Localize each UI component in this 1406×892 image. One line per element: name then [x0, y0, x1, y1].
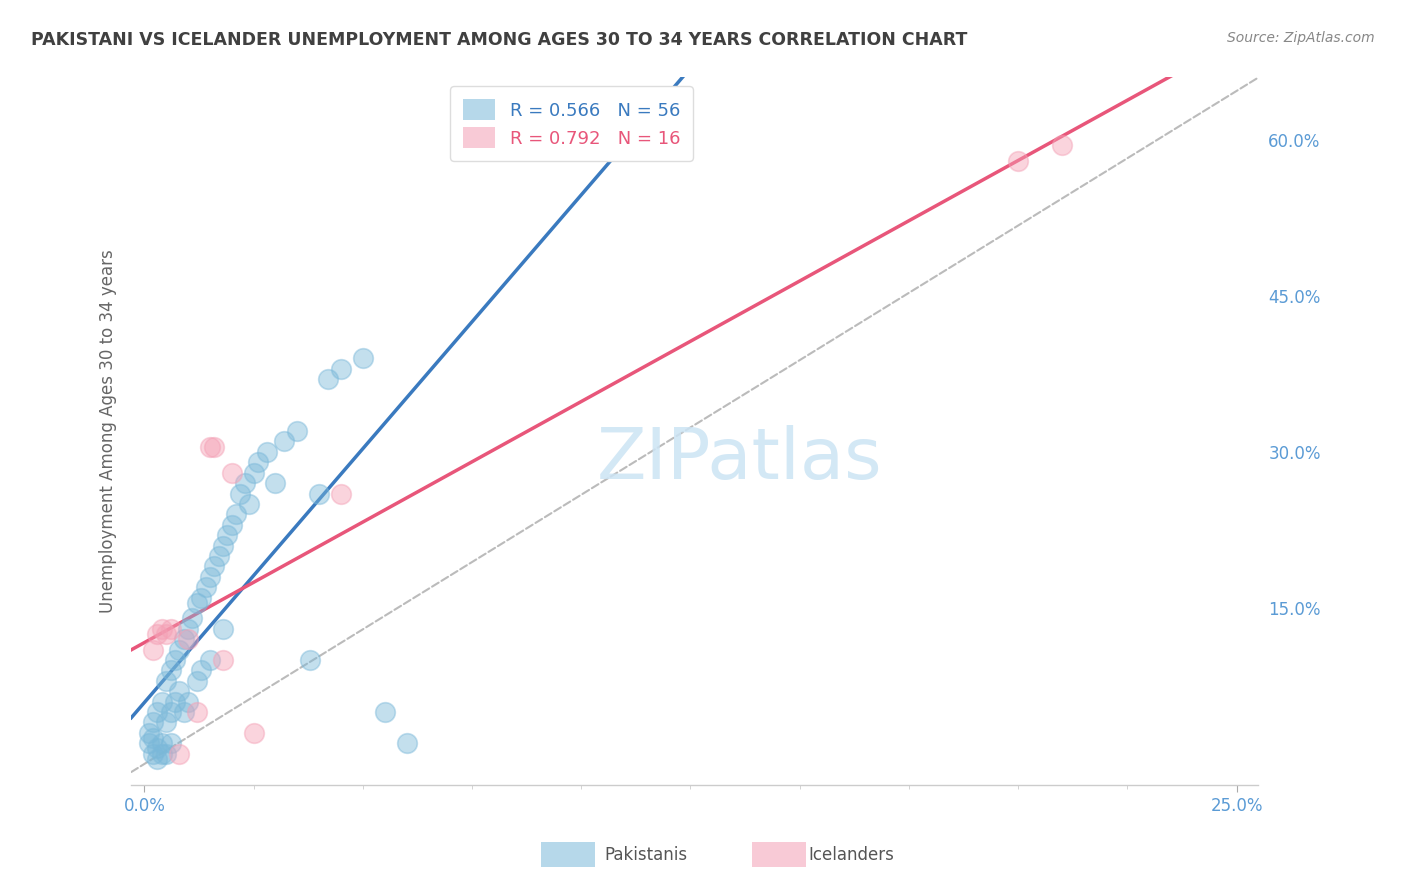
- Point: [330, 361, 353, 376]
- Point: [395, 736, 418, 750]
- Point: [146, 752, 169, 766]
- Point: [202, 440, 225, 454]
- Point: [142, 747, 165, 761]
- Point: [202, 559, 225, 574]
- Point: [173, 705, 195, 719]
- Point: [285, 424, 308, 438]
- Point: [299, 653, 322, 667]
- Point: [256, 445, 278, 459]
- Point: [238, 497, 260, 511]
- Point: [246, 455, 269, 469]
- Point: [163, 653, 186, 667]
- Point: [330, 486, 353, 500]
- Point: [352, 351, 374, 366]
- Point: [198, 440, 221, 454]
- Point: [308, 486, 330, 500]
- Point: [169, 684, 191, 698]
- Point: [221, 517, 243, 532]
- Point: [186, 596, 208, 610]
- Point: [374, 705, 396, 719]
- Point: [273, 434, 295, 449]
- Point: [264, 476, 287, 491]
- Point: [316, 372, 339, 386]
- Point: [177, 622, 200, 636]
- Point: [1007, 153, 1029, 168]
- Point: [198, 570, 221, 584]
- Point: [159, 705, 181, 719]
- Point: [190, 663, 212, 677]
- Point: [194, 580, 217, 594]
- Point: [217, 528, 239, 542]
- Point: [225, 508, 247, 522]
- Point: [181, 611, 204, 625]
- Point: [169, 747, 191, 761]
- Point: [221, 466, 243, 480]
- Point: [186, 673, 208, 688]
- Point: [146, 741, 169, 756]
- Text: Icelanders: Icelanders: [808, 846, 894, 863]
- Point: [212, 622, 235, 636]
- Point: [155, 627, 177, 641]
- Point: [146, 627, 169, 641]
- Text: PAKISTANI VS ICELANDER UNEMPLOYMENT AMONG AGES 30 TO 34 YEARS CORRELATION CHART: PAKISTANI VS ICELANDER UNEMPLOYMENT AMON…: [31, 31, 967, 49]
- Text: ZIPatlas: ZIPatlas: [598, 425, 883, 494]
- Point: [169, 642, 191, 657]
- Point: [150, 736, 173, 750]
- Point: [186, 705, 208, 719]
- Point: [155, 673, 177, 688]
- Point: [233, 476, 256, 491]
- Point: [242, 466, 264, 480]
- Point: [159, 663, 181, 677]
- Point: [212, 539, 235, 553]
- Point: [159, 736, 181, 750]
- Point: [163, 694, 186, 708]
- Point: [138, 725, 160, 739]
- Legend: R = 0.566   N = 56, R = 0.792   N = 16: R = 0.566 N = 56, R = 0.792 N = 16: [450, 87, 693, 161]
- Point: [229, 486, 252, 500]
- Point: [150, 747, 173, 761]
- Point: [198, 653, 221, 667]
- Text: Pakistanis: Pakistanis: [605, 846, 688, 863]
- Point: [150, 622, 173, 636]
- Point: [207, 549, 229, 563]
- Point: [142, 715, 165, 730]
- Y-axis label: Unemployment Among Ages 30 to 34 years: Unemployment Among Ages 30 to 34 years: [100, 249, 117, 613]
- Point: [155, 715, 177, 730]
- Point: [177, 694, 200, 708]
- Point: [155, 747, 177, 761]
- Point: [138, 736, 160, 750]
- Point: [212, 653, 235, 667]
- Point: [150, 694, 173, 708]
- Point: [1050, 138, 1073, 153]
- Point: [142, 731, 165, 745]
- Point: [177, 632, 200, 647]
- Point: [142, 642, 165, 657]
- Point: [190, 591, 212, 605]
- Point: [242, 725, 264, 739]
- Point: [173, 632, 195, 647]
- Point: [146, 705, 169, 719]
- Text: Source: ZipAtlas.com: Source: ZipAtlas.com: [1227, 31, 1375, 45]
- Point: [159, 622, 181, 636]
